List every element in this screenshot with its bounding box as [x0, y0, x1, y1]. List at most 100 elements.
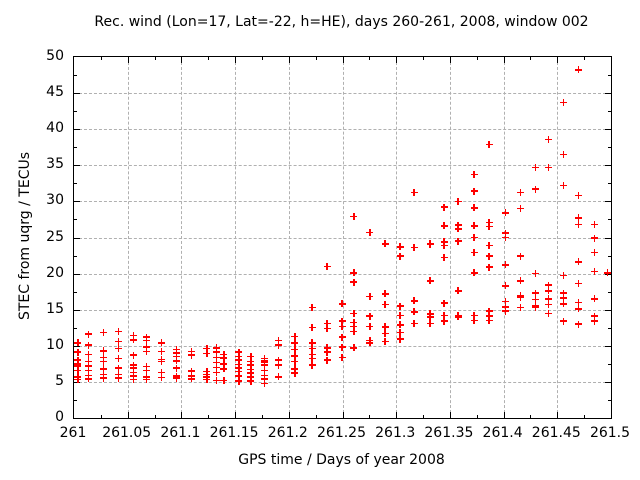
data-point: [516, 252, 524, 260]
axis-tick: [315, 57, 317, 60]
axis-tick: [396, 412, 398, 418]
data-point: [100, 329, 108, 337]
data-point: [338, 333, 346, 341]
data-point: [485, 312, 493, 320]
data-point: [485, 263, 493, 271]
data-point: [485, 223, 493, 231]
data-point: [440, 311, 448, 319]
data-point: [470, 249, 478, 257]
data-point: [426, 241, 434, 249]
data-point: [173, 364, 181, 372]
data-point: [212, 358, 220, 366]
data-point: [100, 353, 108, 361]
y-tick-label: 25: [46, 228, 64, 245]
data-point: [381, 337, 389, 345]
data-point: [516, 293, 524, 301]
data-point: [173, 345, 181, 353]
data-point: [590, 234, 598, 242]
data-point: [440, 203, 448, 211]
axis-tick: [449, 412, 451, 418]
data-point: [291, 339, 299, 347]
data-point: [470, 171, 478, 179]
axis-tick: [127, 57, 129, 63]
data-point: [220, 350, 228, 358]
y-tick-label: 20: [46, 264, 64, 281]
data-point: [531, 303, 539, 311]
data-point: [485, 316, 493, 324]
x-tick-label: 261.45: [531, 425, 581, 441]
data-point: [143, 337, 151, 345]
data-point: [130, 372, 138, 380]
data-point: [212, 363, 220, 371]
data-point: [396, 243, 404, 251]
data-point: [501, 307, 509, 315]
data-point: [203, 376, 211, 384]
axis-tick: [315, 415, 317, 418]
data-point: [559, 98, 567, 106]
data-point: [559, 181, 567, 189]
data-point: [574, 298, 582, 306]
data-point: [130, 332, 138, 340]
data-point: [115, 327, 123, 335]
data-point: [544, 309, 552, 317]
axis-tick: [74, 327, 77, 329]
data-point: [173, 349, 181, 357]
data-point: [235, 372, 243, 380]
axis-tick: [208, 415, 210, 418]
axis-tick: [74, 219, 77, 221]
data-point: [130, 376, 138, 384]
data-point: [130, 336, 138, 344]
data-point: [85, 371, 93, 379]
data-point: [188, 348, 196, 356]
data-point: [366, 312, 374, 320]
axis-tick: [608, 75, 611, 77]
data-point: [338, 322, 346, 330]
data-point: [410, 189, 418, 197]
data-point: [85, 362, 93, 370]
axis-tick: [530, 57, 532, 60]
data-point: [247, 377, 255, 385]
data-point: [366, 293, 374, 301]
data-point: [261, 379, 269, 387]
data-point: [350, 322, 358, 330]
axis-tick: [608, 399, 611, 401]
axis-tick: [608, 183, 611, 185]
data-point: [544, 287, 552, 295]
x-tick-label: 261.35: [424, 425, 474, 441]
axis-tick: [608, 363, 611, 365]
data-point: [291, 332, 299, 340]
data-point: [381, 290, 389, 298]
data-point: [85, 375, 93, 383]
data-point: [410, 308, 418, 316]
axis-tick: [74, 381, 80, 383]
axis-tick: [605, 381, 611, 383]
data-point: [440, 299, 448, 307]
data-point: [454, 197, 462, 205]
grid-line-horizontal: [74, 309, 611, 311]
axis-tick: [449, 57, 451, 63]
data-point: [115, 337, 123, 345]
data-point: [158, 348, 166, 356]
x-tick-label: 261.15: [209, 425, 259, 441]
data-point: [440, 222, 448, 230]
axis-tick: [396, 57, 398, 63]
data-point: [470, 222, 478, 230]
grid-line-horizontal: [74, 165, 611, 167]
x-axis-label: GPS time / Days of year 2008: [238, 452, 445, 468]
axis-tick: [423, 415, 425, 418]
data-point: [574, 214, 582, 222]
data-point: [485, 241, 493, 249]
data-point: [158, 374, 166, 381]
data-point: [212, 376, 220, 384]
data-point: [323, 348, 331, 356]
data-point: [212, 353, 220, 361]
data-point: [323, 356, 331, 364]
data-point: [516, 303, 524, 311]
axis-tick: [74, 129, 80, 131]
data-point: [212, 368, 220, 376]
data-point: [440, 254, 448, 262]
data-point: [501, 261, 509, 269]
data-point: [590, 267, 598, 275]
data-point: [544, 163, 552, 171]
data-point: [143, 363, 151, 371]
